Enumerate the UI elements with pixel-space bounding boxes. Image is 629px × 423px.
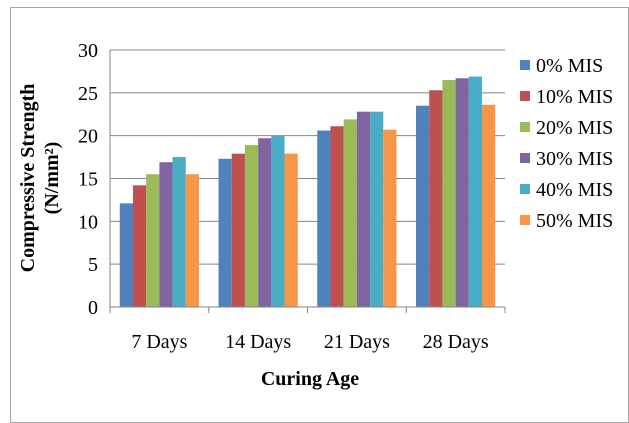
y-axis-unit: (N/mm²) [41,142,63,215]
y-tick-label: 30 [78,40,98,62]
x-tick-label: 7 Days [131,331,187,353]
y-tick-label: 25 [78,83,98,105]
bar [258,138,272,307]
legend-label: 30% MIS [536,148,613,170]
bar [317,130,331,307]
bar [146,174,160,307]
legend-label: 20% MIS [536,117,613,139]
legend-label: 10% MIS [536,86,613,108]
bar [244,145,259,307]
y-tick-label: 10 [78,211,98,233]
bar [343,119,357,307]
bar [416,105,430,307]
y-axis-title: Compressive Strength [17,84,39,273]
bars [119,76,496,308]
bar [370,111,384,308]
legend-swatch [520,215,530,225]
y-tick-label: 0 [88,297,98,319]
legend-label: 0% MIS [536,55,603,77]
legend-swatch [520,122,530,132]
bar [119,203,133,307]
bar [159,162,173,307]
y-tick-label: 15 [78,169,98,191]
bar [482,104,496,308]
x-tick-labels: 7 Days 14 Days 21 Days 28 Days [131,331,489,353]
bar [271,135,285,307]
bar [132,185,147,307]
y-tick-label: 20 [78,126,98,148]
bar [330,126,344,307]
legend-swatch [520,153,530,163]
chart-frame: 0 5 10 15 20 25 30 7 Days 14 Days 21 Days 28 Days… [10,7,629,423]
y-tick-labels: 0 5 10 15 20 25 30 [78,40,98,319]
bar [468,76,483,307]
bar [231,153,245,307]
bar [442,79,456,307]
legend-swatch [520,91,530,101]
x-tick-label: 21 Days [324,331,390,353]
bar [455,78,469,308]
legend-swatch [520,184,530,194]
bar [356,111,371,308]
bar [185,174,199,307]
axes [109,50,506,313]
bar [383,129,397,307]
y-tick-label: 5 [88,254,98,276]
x-axis-title: Curing Age [261,368,359,390]
legend-label: 40% MIS [536,179,613,201]
x-tick-label: 28 Days [423,331,489,353]
legend: 0% MIS 10% MIS 20% MIS 30% MIS 40% MIS 50% MI… [520,55,613,232]
x-tick-label: 14 Days [225,331,291,353]
bar [429,90,443,307]
legend-label: 50% MIS [536,210,613,232]
bar [284,153,298,307]
legend-swatch [520,60,530,70]
bar [172,157,186,307]
bar [218,158,232,307]
